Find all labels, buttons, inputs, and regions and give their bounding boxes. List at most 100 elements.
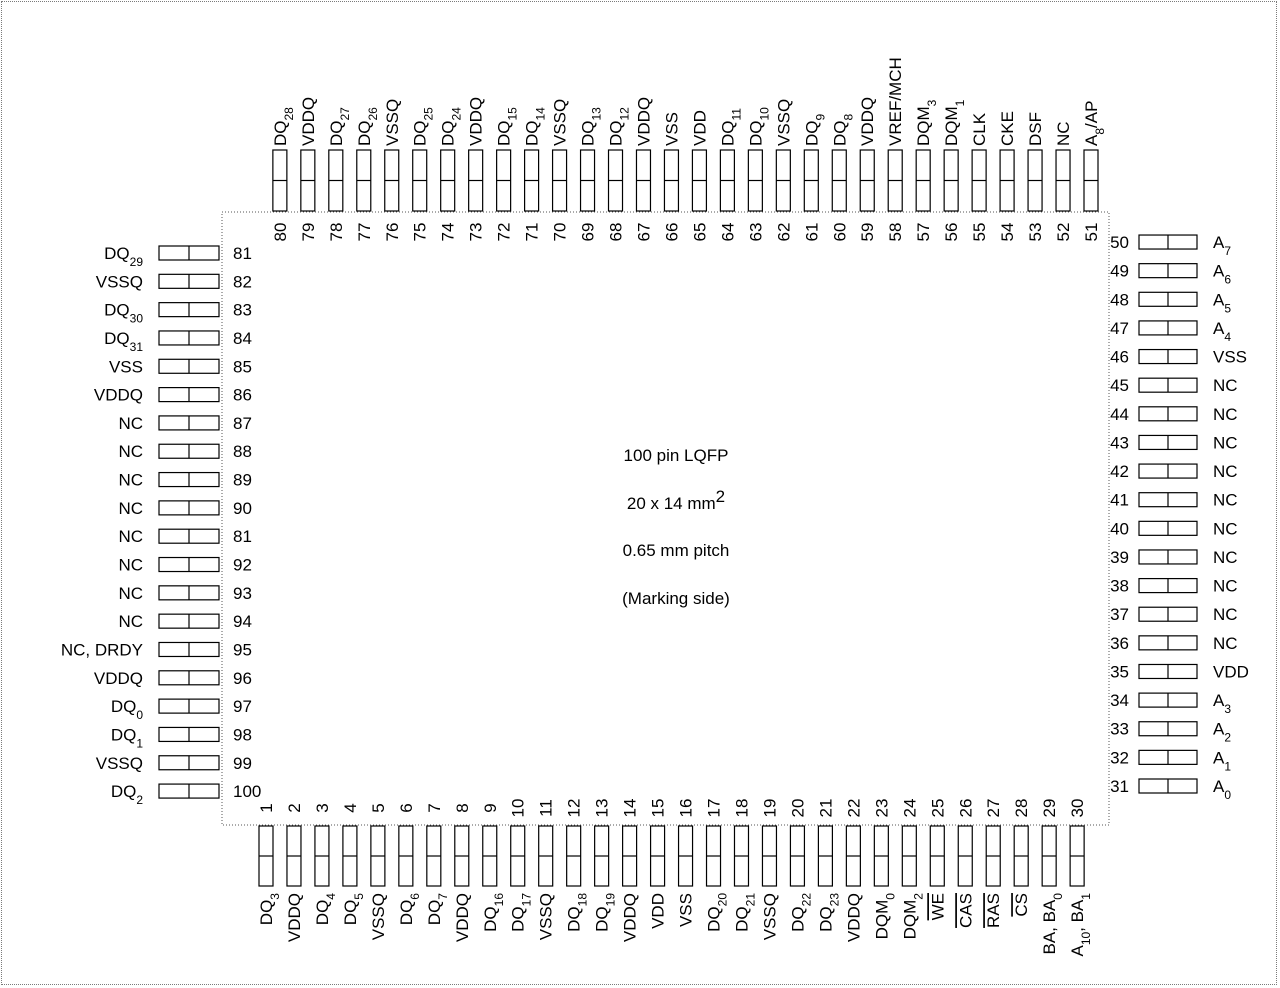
pin-number: 100 xyxy=(233,782,261,801)
pin-number: 87 xyxy=(233,414,252,433)
pin-40: 40 NC xyxy=(1110,519,1237,538)
pin-47: 47 A4 xyxy=(1110,319,1231,344)
pin-61: 61 DQ9 xyxy=(802,114,827,242)
pin-number: 33 xyxy=(1110,720,1129,739)
pin-13: 13 DQ19 xyxy=(593,799,618,932)
pin-number: 75 xyxy=(411,223,430,242)
pin-23: 23 DQM0 xyxy=(872,799,897,940)
pin-label: NC xyxy=(1213,405,1238,424)
pin-number: 99 xyxy=(233,754,252,773)
pin-number: 23 xyxy=(872,799,891,818)
pin-38: 38 NC xyxy=(1110,577,1237,596)
pin-label: VDDQ xyxy=(844,893,863,942)
pin-number: 53 xyxy=(1026,223,1045,242)
pin-74: 74 DQ24 xyxy=(439,107,464,242)
pin-label: CS xyxy=(1012,893,1031,917)
pin-label: DQ19 xyxy=(593,893,618,932)
pin-label: VDDQ xyxy=(299,97,318,146)
pin-55: 55 CLK xyxy=(970,112,989,241)
pin-12: 12 DQ18 xyxy=(565,799,590,932)
pin-label: DQ17 xyxy=(509,893,534,932)
pin-number: 88 xyxy=(233,442,252,461)
pin-label: DQ23 xyxy=(816,893,841,932)
pin-number: 69 xyxy=(579,223,598,242)
pin-number: 70 xyxy=(551,223,570,242)
pin-number: 96 xyxy=(233,669,252,688)
pin-number: 98 xyxy=(233,725,252,744)
pin-number: 8 xyxy=(453,803,472,812)
pin-number: 51 xyxy=(1082,223,1101,242)
pins-left: 81DQ2982VSSQ83DQ3084DQ3185VSS86VDDQ87NC8… xyxy=(61,244,262,807)
pin-100: 100 DQ2 xyxy=(111,782,262,807)
pin-number: 79 xyxy=(299,223,318,242)
pin-30: 30 A10, BA1 xyxy=(1068,799,1093,957)
pin-number: 62 xyxy=(774,223,793,242)
pin-number: 89 xyxy=(233,471,252,490)
pin-label: VDD xyxy=(649,893,668,929)
pin-15: 15 VDD xyxy=(649,799,668,929)
pin-label: DQ4 xyxy=(313,893,338,926)
pin-80: 80 DQ28 xyxy=(271,107,296,242)
pins-right: 31 A0 32 A1 33 A2 34 A3 35 VDD 36 NC 37 NC 38 NC 39 NC 40 N… xyxy=(1110,233,1249,802)
pin-22: 22 VDDQ xyxy=(844,799,863,943)
pin-number: 26 xyxy=(956,799,975,818)
pin-number: 94 xyxy=(233,612,252,631)
pin-label: VDDQ xyxy=(467,97,486,146)
pin-label: NC xyxy=(118,584,143,603)
pin-79: 79 VDDQ xyxy=(299,97,318,242)
pin-number: 34 xyxy=(1110,691,1129,710)
pin-35: 35 VDD xyxy=(1110,662,1249,681)
pin-39: 39 NC xyxy=(1110,548,1237,567)
pin-number: 65 xyxy=(690,223,709,242)
pin-label: NC xyxy=(1054,121,1073,146)
pin-8: 8 VDDQ xyxy=(453,803,472,942)
pin-number: 17 xyxy=(705,799,724,818)
pin-label: DQ13 xyxy=(579,107,604,146)
pin-number: 84 xyxy=(233,329,252,348)
pin-label: DQ20 xyxy=(705,893,730,932)
pin-number: 67 xyxy=(634,223,653,242)
pin-label: DQ11 xyxy=(718,108,743,146)
pin-label: DQ10 xyxy=(746,107,771,146)
pin-number: 71 xyxy=(523,223,542,242)
pin-87: 87 NC xyxy=(118,414,251,433)
pin-number: 50 xyxy=(1110,233,1129,252)
pin-56: 56 DQM1 xyxy=(942,99,967,241)
pin-5: 5 VSSQ xyxy=(369,803,388,940)
pin-69: 69 DQ13 xyxy=(579,107,604,242)
pin-4: 4 DQ5 xyxy=(341,803,366,925)
pin-number: 95 xyxy=(233,640,252,659)
pin-6: 6 DQ6 xyxy=(397,803,422,925)
pin-76: 76 VSSQ xyxy=(383,99,402,242)
pin-17: 17 DQ20 xyxy=(705,799,730,932)
pin-label: VSS xyxy=(677,893,696,927)
pin-label: A6 xyxy=(1213,262,1231,287)
pin-20: 20 DQ22 xyxy=(788,799,813,932)
pin-label: NC xyxy=(118,556,143,575)
pin-18: 18 DQ21 xyxy=(732,799,757,932)
pin-label: VSSQ xyxy=(383,99,402,146)
pin-96: 96 VDDQ xyxy=(94,669,252,688)
pin-number: 97 xyxy=(233,697,252,716)
pin-number: 81 xyxy=(233,527,252,546)
pin-label: VDDQ xyxy=(453,893,472,942)
pin-number: 60 xyxy=(830,223,849,242)
pin-number: 92 xyxy=(233,556,252,575)
pin-81: 81 NC xyxy=(118,527,251,546)
pin-label: CKE xyxy=(998,111,1017,146)
pin-number: 90 xyxy=(233,499,252,518)
pin-number: 77 xyxy=(355,223,374,242)
pin-number: 36 xyxy=(1110,634,1129,653)
pins-top: 51 A8/AP 52 NC 53 DSF 54 CKE 55 CLK 56 DQM1 57 DQM3 58… xyxy=(271,57,1107,241)
pin-33: 33 A2 xyxy=(1110,720,1231,745)
pin-number: 61 xyxy=(802,223,821,242)
pin-label: DQ15 xyxy=(495,107,520,146)
pin-92: 92 NC xyxy=(118,556,251,575)
pin-label: VDDQ xyxy=(858,97,877,146)
pin-70: 70 VSSQ xyxy=(551,99,570,242)
pin-16: 16 VSS xyxy=(677,799,696,927)
pin-number: 4 xyxy=(341,803,360,812)
pin-label: NC xyxy=(1213,548,1238,567)
pin-1: 1 DQ3 xyxy=(257,803,282,925)
